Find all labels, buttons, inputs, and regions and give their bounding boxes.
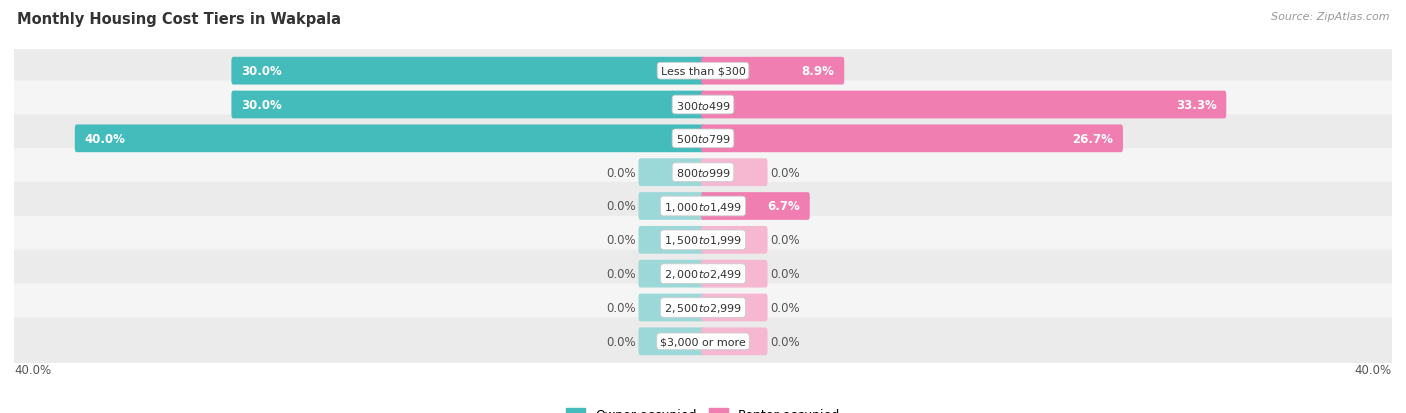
FancyBboxPatch shape [702,125,1123,153]
Text: 30.0%: 30.0% [240,99,281,112]
Text: 0.0%: 0.0% [770,301,800,314]
FancyBboxPatch shape [638,159,704,187]
FancyBboxPatch shape [638,192,704,221]
FancyBboxPatch shape [702,260,768,288]
Text: $2,000 to $2,499: $2,000 to $2,499 [664,268,742,280]
FancyBboxPatch shape [638,226,704,254]
FancyBboxPatch shape [232,58,704,85]
Text: 30.0%: 30.0% [240,65,281,78]
FancyBboxPatch shape [702,192,810,221]
FancyBboxPatch shape [10,81,1396,129]
FancyBboxPatch shape [10,284,1396,332]
Legend: Owner-occupied, Renter-occupied: Owner-occupied, Renter-occupied [561,404,845,413]
Text: $500 to $799: $500 to $799 [675,133,731,145]
Text: 0.0%: 0.0% [770,234,800,247]
Text: $1,000 to $1,499: $1,000 to $1,499 [664,200,742,213]
Text: 0.0%: 0.0% [606,268,636,280]
Text: 0.0%: 0.0% [606,200,636,213]
Text: 0.0%: 0.0% [770,268,800,280]
Text: Less than $300: Less than $300 [661,66,745,76]
FancyBboxPatch shape [10,115,1396,163]
FancyBboxPatch shape [10,149,1396,197]
Text: 40.0%: 40.0% [84,133,125,145]
FancyBboxPatch shape [75,125,704,153]
Text: 0.0%: 0.0% [606,166,636,179]
FancyBboxPatch shape [10,318,1396,366]
FancyBboxPatch shape [702,91,1226,119]
Text: 26.7%: 26.7% [1073,133,1114,145]
Text: 0.0%: 0.0% [770,335,800,348]
FancyBboxPatch shape [702,294,768,322]
Text: $1,500 to $1,999: $1,500 to $1,999 [664,234,742,247]
FancyBboxPatch shape [702,159,768,187]
Text: Monthly Housing Cost Tiers in Wakpala: Monthly Housing Cost Tiers in Wakpala [17,12,340,27]
FancyBboxPatch shape [10,47,1396,95]
FancyBboxPatch shape [702,226,768,254]
Text: 0.0%: 0.0% [606,234,636,247]
FancyBboxPatch shape [702,328,768,355]
Text: Source: ZipAtlas.com: Source: ZipAtlas.com [1271,12,1389,22]
Text: 33.3%: 33.3% [1175,99,1216,112]
FancyBboxPatch shape [10,250,1396,298]
FancyBboxPatch shape [638,328,704,355]
Text: $2,500 to $2,999: $2,500 to $2,999 [664,301,742,314]
Text: 0.0%: 0.0% [606,335,636,348]
FancyBboxPatch shape [638,294,704,322]
Text: $800 to $999: $800 to $999 [675,167,731,179]
Text: $3,000 or more: $3,000 or more [661,337,745,347]
Text: 40.0%: 40.0% [14,363,51,376]
Text: 40.0%: 40.0% [1355,363,1392,376]
FancyBboxPatch shape [10,216,1396,264]
Text: 6.7%: 6.7% [768,200,800,213]
Text: 0.0%: 0.0% [606,301,636,314]
FancyBboxPatch shape [702,58,844,85]
Text: 0.0%: 0.0% [770,166,800,179]
Text: 8.9%: 8.9% [801,65,835,78]
FancyBboxPatch shape [638,260,704,288]
FancyBboxPatch shape [232,91,704,119]
Text: $300 to $499: $300 to $499 [675,99,731,111]
FancyBboxPatch shape [10,183,1396,230]
